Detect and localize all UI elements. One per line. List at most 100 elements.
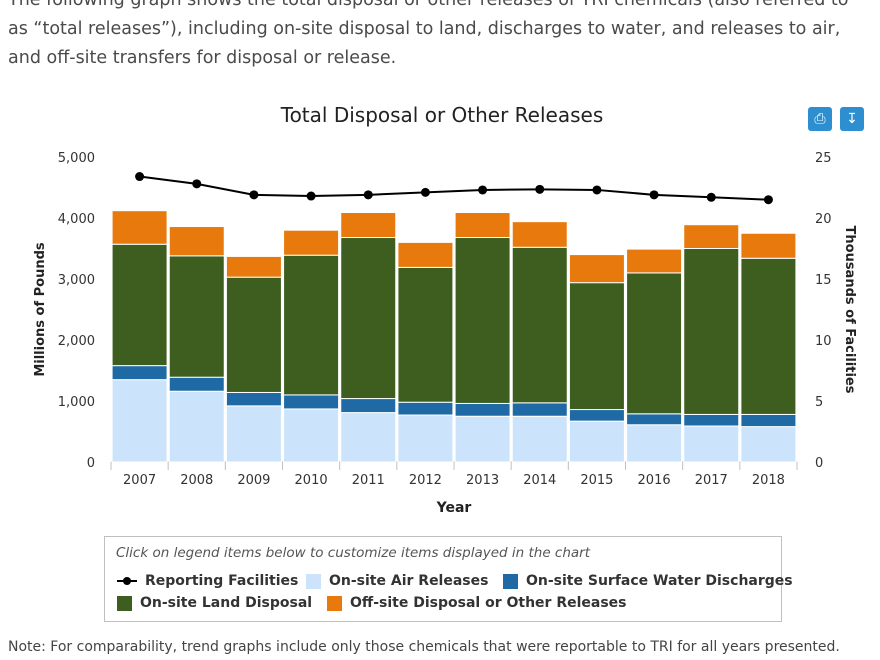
y-tick-label: 3,000 bbox=[58, 273, 95, 288]
x-tick-label: 2017 bbox=[695, 473, 728, 488]
bar-segment bbox=[340, 412, 397, 463]
bar-segment bbox=[397, 266, 454, 403]
intro-paragraph: The following graph shows the total disp… bbox=[8, 0, 849, 68]
x-tick-label: 2010 bbox=[295, 473, 328, 488]
bar-segment bbox=[454, 212, 511, 239]
bar-segment bbox=[683, 425, 740, 463]
x-tick-label: 2014 bbox=[523, 473, 556, 488]
facilities-point bbox=[706, 192, 716, 202]
x-tick-label: 2018 bbox=[752, 473, 785, 488]
bar-segment bbox=[568, 420, 625, 463]
bar-segment bbox=[626, 272, 683, 415]
bar-segment bbox=[283, 394, 340, 410]
x-tick-label: 2012 bbox=[409, 473, 442, 488]
bar-segment bbox=[283, 254, 340, 396]
y2-tick-label: 0 bbox=[815, 456, 823, 471]
y-tick-label: 4,000 bbox=[58, 212, 95, 227]
bar-segment bbox=[454, 237, 511, 404]
facilities-point bbox=[135, 172, 145, 182]
y-axis-title: Millions of Pounds bbox=[33, 242, 48, 377]
x-tick-label: 2016 bbox=[638, 473, 671, 488]
legend-item-air-releases[interactable]: On-site Air Releases bbox=[306, 573, 488, 589]
bar-segment bbox=[111, 210, 168, 245]
legend-item-water-discharges[interactable]: On-site Surface Water Discharges bbox=[503, 573, 793, 589]
swatch-icon bbox=[117, 595, 132, 611]
y-tick-label: 5,000 bbox=[58, 151, 95, 166]
legend-label: On-site Land Disposal bbox=[140, 595, 313, 611]
x-axis-title: Year bbox=[436, 500, 472, 516]
y-tick-label: 0 bbox=[87, 456, 95, 471]
legend-item-land-disposal[interactable]: On-site Land Disposal bbox=[117, 595, 312, 611]
printer-icon[interactable]: ⎙ bbox=[808, 107, 832, 131]
chart: Total Disposal or Other Releases 0 1,000 2,… bbox=[33, 103, 857, 516]
legend-item-reporting-facilities[interactable]: Reporting Facilities bbox=[117, 573, 298, 589]
bar-segment bbox=[340, 237, 397, 400]
bar-segment bbox=[511, 415, 568, 463]
bar-segment bbox=[283, 408, 340, 463]
y2-tick-label: 10 bbox=[815, 334, 832, 349]
y2-tick-label: 15 bbox=[815, 273, 832, 288]
download-icon[interactable]: ↧ bbox=[840, 107, 864, 131]
bar-segment bbox=[740, 426, 797, 463]
y-tick-label: 2,000 bbox=[58, 334, 95, 349]
bar-segment bbox=[568, 409, 625, 422]
bar-segment bbox=[511, 402, 568, 417]
bar-segment bbox=[111, 379, 168, 463]
legend-item-offsite-disposal[interactable]: Off-site Disposal or Other Releases bbox=[327, 595, 627, 611]
x-tick-label: 2007 bbox=[123, 473, 156, 488]
bar-segment bbox=[683, 413, 740, 427]
bar-segment bbox=[225, 405, 282, 463]
bar-segment bbox=[740, 413, 797, 428]
bar-segment bbox=[111, 243, 168, 367]
bar-segment bbox=[283, 229, 340, 256]
bar-segment bbox=[740, 232, 797, 259]
bar-segment bbox=[397, 241, 454, 268]
bar-segment bbox=[568, 254, 625, 284]
facilities-point bbox=[306, 191, 316, 201]
bar-segment bbox=[340, 398, 397, 414]
legend-label: Off-site Disposal or Other Releases bbox=[350, 595, 627, 611]
facilities-point bbox=[363, 190, 373, 200]
bar-segment bbox=[225, 391, 282, 407]
swatch-icon bbox=[306, 573, 321, 589]
facilities-point bbox=[763, 195, 773, 205]
bar-segment bbox=[626, 248, 683, 274]
bar-segment bbox=[683, 224, 740, 250]
line-marker-icon bbox=[117, 576, 137, 586]
facilities-point bbox=[649, 190, 659, 200]
x-tick-label: 2008 bbox=[180, 473, 213, 488]
x-tick-label: 2011 bbox=[352, 473, 385, 488]
chart-title: Total Disposal or Other Releases bbox=[280, 103, 604, 127]
legend-hint: Click on legend items below to customize… bbox=[116, 545, 591, 561]
facilities-point bbox=[249, 190, 259, 200]
swatch-icon bbox=[327, 595, 342, 611]
bar-segment bbox=[454, 402, 511, 417]
chart-legend: Click on legend items below to customize… bbox=[104, 536, 793, 622]
bar-segment bbox=[225, 276, 282, 393]
x-tick-label: 2013 bbox=[466, 473, 499, 488]
x-tick-label: 2015 bbox=[580, 473, 613, 488]
bar-segment bbox=[454, 415, 511, 463]
footnote: Note: For comparability, trend graphs in… bbox=[8, 639, 840, 655]
y2-axis-title: Thousands of Facilities bbox=[842, 226, 857, 394]
swatch-icon bbox=[503, 573, 518, 589]
facilities-line bbox=[139, 175, 769, 201]
y2-tick-label: 25 bbox=[815, 151, 832, 166]
bar-segment bbox=[397, 401, 454, 416]
facilities-point bbox=[592, 185, 602, 195]
bar-segment bbox=[626, 424, 683, 463]
facilities-point bbox=[535, 184, 545, 194]
y-tick-label: 1,000 bbox=[58, 395, 95, 410]
bar-segment bbox=[683, 248, 740, 415]
legend-label: On-site Surface Water Discharges bbox=[526, 573, 793, 589]
bar-segment bbox=[225, 255, 282, 278]
bar-segment bbox=[626, 413, 683, 426]
bar-segment bbox=[511, 246, 568, 404]
bar-segment bbox=[397, 414, 454, 463]
legend-label: Reporting Facilities bbox=[145, 573, 299, 589]
legend-label: On-site Air Releases bbox=[329, 573, 489, 589]
y2-tick-label: 5 bbox=[815, 395, 823, 410]
facilities-point bbox=[420, 187, 430, 197]
bar-segment bbox=[168, 376, 225, 392]
bar-segment bbox=[568, 282, 625, 411]
